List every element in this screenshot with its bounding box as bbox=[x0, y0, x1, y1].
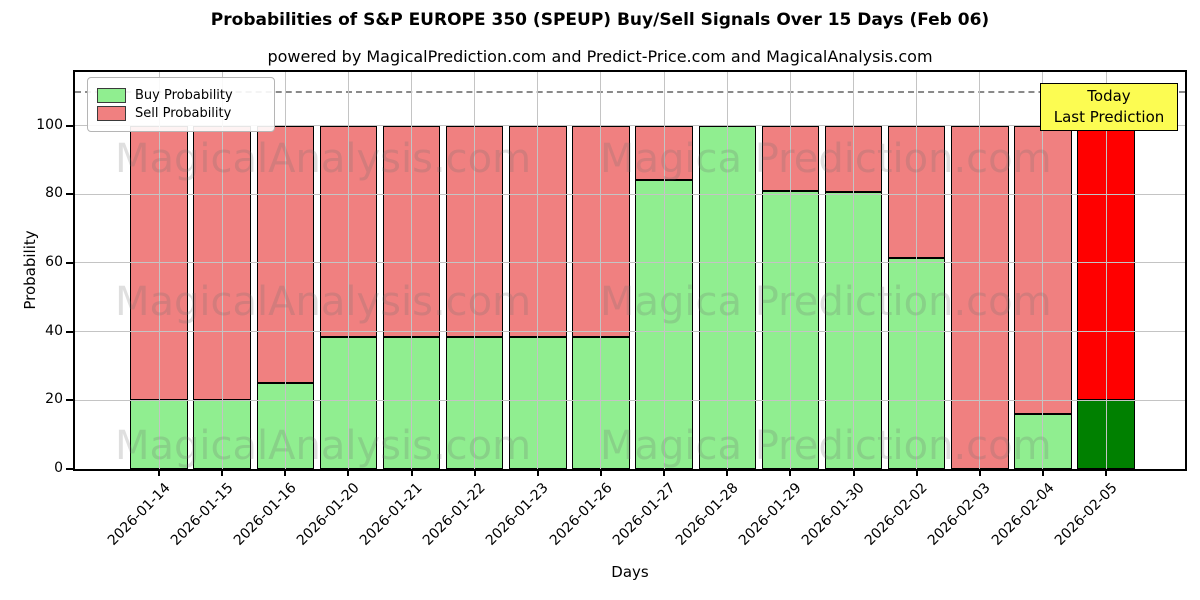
y-tick-label: 80 bbox=[45, 185, 63, 202]
x-tick-label: 2026-01-21 bbox=[357, 480, 426, 549]
y-tick-label: 60 bbox=[45, 253, 63, 270]
y-tick bbox=[66, 468, 73, 470]
x-tick bbox=[410, 471, 413, 476]
y-tick bbox=[66, 399, 73, 402]
today-annotation: Today Last Prediction bbox=[1040, 83, 1178, 131]
x-tick-label: 2026-01-29 bbox=[735, 480, 805, 549]
x-axis-label: Days bbox=[611, 563, 649, 581]
x-tick bbox=[347, 471, 350, 476]
v-gridline bbox=[600, 72, 602, 469]
x-tick-label: 2026-01-27 bbox=[609, 480, 679, 549]
watermark-text: MagicalAnalysis.com bbox=[115, 423, 532, 469]
watermark-text: MagicalAnalysis.com bbox=[115, 136, 532, 182]
legend: Buy Probability Sell Probability bbox=[87, 77, 275, 132]
x-tick-label: 2026-01-26 bbox=[546, 480, 616, 549]
x-tick bbox=[663, 471, 666, 476]
v-gridline bbox=[726, 72, 728, 469]
watermark-text: Magica Prediction.com bbox=[600, 279, 1052, 325]
v-gridline bbox=[789, 72, 791, 469]
legend-item-sell: Sell Probability bbox=[97, 106, 265, 121]
x-tick-label: 2026-01-15 bbox=[167, 480, 237, 549]
h-gridline bbox=[75, 193, 1185, 195]
today-annotation-line1: Today bbox=[1087, 87, 1131, 105]
watermark-text: Magica Prediction.com bbox=[600, 136, 1052, 182]
dashed-threshold-line bbox=[75, 91, 1185, 94]
v-gridline bbox=[1042, 72, 1044, 469]
v-gridline bbox=[221, 72, 223, 469]
y-tick bbox=[66, 330, 73, 333]
x-tick bbox=[915, 471, 918, 476]
today-annotation-line2: Last Prediction bbox=[1053, 108, 1165, 126]
v-gridline bbox=[347, 72, 349, 469]
x-tick-label: 2026-02-02 bbox=[862, 480, 932, 549]
x-tick bbox=[536, 471, 539, 476]
x-tick bbox=[158, 471, 160, 476]
x-tick-label: 2026-01-16 bbox=[230, 480, 300, 549]
x-tick bbox=[599, 471, 602, 476]
y-tick bbox=[66, 124, 73, 127]
x-tick bbox=[726, 471, 729, 476]
x-tick bbox=[789, 471, 792, 476]
y-axis-label: Probability bbox=[21, 230, 39, 310]
legend-label-buy: Buy Probability bbox=[135, 88, 233, 103]
plot-area: MagicalAnalysis.com Magica Prediction.com… bbox=[36, 70, 1187, 549]
x-tick-label: 2026-01-14 bbox=[104, 480, 174, 549]
chart-subtitle: powered by MagicalPrediction.com and Pre… bbox=[267, 47, 933, 66]
sell-swatch-icon bbox=[97, 106, 126, 121]
watermark-text: Magica Prediction.com bbox=[600, 423, 1052, 469]
v-gridline bbox=[979, 72, 981, 469]
watermark-text: MagicalAnalysis.com bbox=[115, 279, 532, 325]
v-gridline bbox=[663, 72, 665, 469]
chart-title: Probabilities of S&P EUROPE 350 (SPEUP) … bbox=[210, 10, 990, 30]
y-tick-label: 20 bbox=[45, 391, 63, 408]
x-tick bbox=[1041, 471, 1044, 476]
legend-item-buy: Buy Probability bbox=[97, 88, 265, 103]
x-tick-label: 2026-02-03 bbox=[925, 480, 995, 549]
x-tick-label: 2026-02-04 bbox=[988, 480, 1058, 549]
x-tick bbox=[852, 471, 855, 476]
h-gridline bbox=[75, 331, 1185, 333]
v-gridline bbox=[1105, 72, 1107, 469]
y-tick-label: 40 bbox=[45, 322, 63, 339]
v-gridline bbox=[537, 72, 539, 469]
y-tick bbox=[66, 193, 73, 196]
x-tick-label: 2026-01-23 bbox=[483, 480, 553, 549]
v-gridline bbox=[474, 72, 476, 469]
x-tick-label: 2026-01-22 bbox=[420, 480, 490, 549]
x-tick bbox=[978, 471, 981, 476]
x-tick-label: 2026-01-30 bbox=[799, 480, 868, 549]
y-tick bbox=[66, 261, 73, 264]
x-tick-label: 2026-01-28 bbox=[672, 480, 742, 549]
x-tick-label: 2026-01-20 bbox=[293, 480, 363, 549]
v-gridline bbox=[158, 72, 160, 469]
v-gridline bbox=[916, 72, 918, 469]
h-gridline bbox=[75, 399, 1185, 401]
x-tick bbox=[284, 471, 287, 476]
y-tick-label: 100 bbox=[36, 116, 63, 133]
y-tick-label: 0 bbox=[54, 460, 63, 476]
x-tick bbox=[221, 471, 224, 476]
legend-label-sell: Sell Probability bbox=[135, 106, 232, 121]
buy-swatch-icon bbox=[97, 88, 126, 103]
v-gridline bbox=[411, 72, 413, 469]
h-gridline bbox=[75, 262, 1185, 264]
h-gridline bbox=[75, 125, 1185, 126]
v-gridline bbox=[284, 72, 286, 469]
x-tick-label: 2026-02-05 bbox=[1051, 480, 1121, 549]
x-tick bbox=[1105, 471, 1108, 476]
x-tick bbox=[473, 471, 476, 476]
v-gridline bbox=[853, 72, 855, 469]
